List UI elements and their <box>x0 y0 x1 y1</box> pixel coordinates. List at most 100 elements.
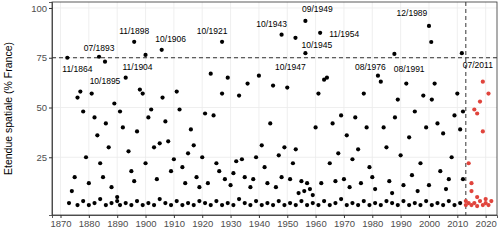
point <box>243 175 247 179</box>
point <box>392 52 396 56</box>
point <box>484 197 488 201</box>
point <box>308 187 312 191</box>
point <box>237 197 241 201</box>
point <box>416 189 420 193</box>
point <box>458 201 462 205</box>
point <box>237 93 241 97</box>
point <box>118 203 122 207</box>
point <box>217 169 221 173</box>
point <box>384 145 388 149</box>
point <box>311 193 315 197</box>
tick-label: 100 <box>31 3 47 14</box>
point <box>129 203 133 207</box>
grid-line <box>258 2 259 215</box>
point <box>481 129 485 133</box>
cutoff-line <box>465 2 466 215</box>
point <box>226 76 230 80</box>
point <box>251 177 255 181</box>
point <box>95 133 99 137</box>
point <box>143 161 147 165</box>
point <box>118 109 122 113</box>
point <box>115 199 119 203</box>
annotation: 09/1949 <box>302 4 333 14</box>
point <box>379 80 383 84</box>
point <box>318 31 322 35</box>
point <box>200 155 204 159</box>
point <box>172 157 176 161</box>
point <box>107 145 111 149</box>
point <box>410 173 414 177</box>
point <box>455 91 459 95</box>
point <box>211 113 215 117</box>
point <box>152 145 156 149</box>
x-axis: 1870188018901900191019201930194019501960… <box>50 215 497 229</box>
grid-line <box>52 57 497 58</box>
point <box>333 201 337 205</box>
point <box>401 199 405 203</box>
point <box>302 189 306 193</box>
tick: 1990 <box>391 215 412 229</box>
point <box>234 159 238 163</box>
point <box>248 203 252 207</box>
point <box>467 161 471 165</box>
point <box>404 82 408 86</box>
chart: 1870188018901900191019201930194019501960… <box>0 0 500 243</box>
point <box>65 56 69 60</box>
point <box>87 181 91 185</box>
point <box>427 24 431 28</box>
point <box>220 40 224 44</box>
tick: 2020 <box>476 215 497 229</box>
point <box>319 181 323 185</box>
point <box>433 82 437 86</box>
point <box>104 121 108 125</box>
point <box>447 177 451 181</box>
point <box>447 199 451 203</box>
point <box>288 201 292 205</box>
point <box>303 19 307 23</box>
point <box>316 91 320 95</box>
panel-background <box>52 2 497 215</box>
point <box>124 76 128 80</box>
point <box>316 203 320 207</box>
point <box>339 197 343 201</box>
tick-label: 1880 <box>79 218 100 229</box>
point <box>87 203 91 207</box>
point <box>288 177 292 181</box>
point <box>350 201 354 205</box>
point <box>460 51 464 55</box>
point <box>393 115 397 119</box>
point <box>132 179 136 183</box>
tick-label: 2000 <box>419 218 440 229</box>
point <box>126 149 130 153</box>
tick: 50 <box>36 102 52 113</box>
grid-line <box>457 2 458 215</box>
point <box>214 161 218 165</box>
point <box>452 113 456 117</box>
tick: 1920 <box>192 215 213 229</box>
point <box>367 203 371 207</box>
marks <box>52 2 497 215</box>
panel-frame <box>52 2 497 215</box>
grid <box>52 2 497 215</box>
point <box>472 107 476 111</box>
tick: 1900 <box>135 215 156 229</box>
point <box>228 183 232 187</box>
point <box>243 201 247 205</box>
point <box>282 145 286 149</box>
point <box>401 183 405 187</box>
tick: 1910 <box>164 215 185 229</box>
point <box>92 201 96 205</box>
point <box>231 203 235 207</box>
tick: 1970 <box>334 215 355 229</box>
point <box>342 177 346 181</box>
point <box>141 203 145 207</box>
annotation: 10/1921 <box>197 26 228 36</box>
point <box>81 199 85 203</box>
point <box>192 143 196 147</box>
point <box>475 195 479 199</box>
tick-label: 25 <box>36 152 47 163</box>
tick-label: 1960 <box>306 218 327 229</box>
point <box>271 203 275 207</box>
grid-line <box>400 2 401 215</box>
tick: 1960 <box>306 215 327 229</box>
